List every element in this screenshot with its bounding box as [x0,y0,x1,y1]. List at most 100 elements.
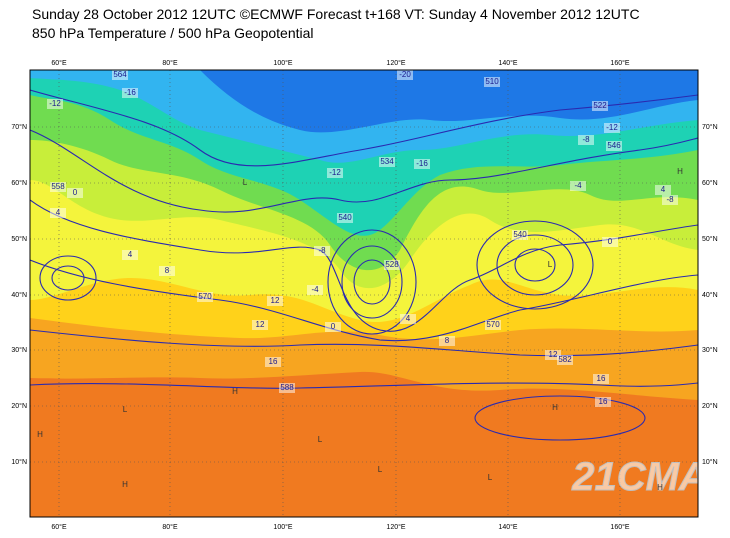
contour-label-bg [267,296,283,306]
lon-label: 80°E [162,59,178,67]
pressure-center: L [488,473,493,482]
lon-label: 100°E [273,523,292,531]
pressure-center: L [243,178,248,187]
lat-label: 70°N [702,123,718,131]
contour-label-bg [47,99,63,109]
contour-label: 558 [51,182,65,191]
contour-label-bg [484,77,500,87]
lat-label: 20°N [702,402,718,410]
contour-label-bg [327,168,343,178]
lat-label: 30°N [702,346,718,354]
contour-label: 4 [56,208,61,217]
contour-label-bg [265,357,281,367]
pressure-center: H [37,430,43,439]
contour-label-bg [252,320,268,330]
contour-label: -8 [666,195,674,204]
contour-label: 8 [445,336,450,345]
contour-label: 4 [128,250,133,259]
contour-label-bg [606,141,622,151]
contour-label-bg [400,314,416,324]
contour-label: 570 [198,292,212,301]
lat-label: 10°N [702,458,718,466]
lon-label: 140°E [498,523,517,531]
contour-label-bg [279,383,295,393]
contour-label: 12 [271,296,280,305]
contour-label: -12 [49,99,61,108]
contour-label-bg [595,397,611,407]
lat-label: 70°N [11,123,27,131]
lon-label: 140°E [498,59,517,67]
pressure-center: H [677,167,683,176]
lon-label: 100°E [273,59,292,67]
contour-label-bg [379,157,395,167]
pressure-center: L [378,465,383,474]
pressure-center: L [318,435,323,444]
lon-label: 160°E [610,59,629,67]
pressure-center: L [123,405,128,414]
lat-label: 40°N [11,291,27,299]
lon-label: 120°E [386,523,405,531]
contour-label-bg [593,374,609,384]
lon-label: 60°E [51,59,67,67]
contour-label: 528 [385,260,399,269]
contour-label-bg [325,322,341,332]
pressure-center: L [548,260,553,269]
pressure-center: H [122,480,128,489]
contour-label: 12 [549,350,558,359]
contour-label: -12 [606,123,618,132]
contour-label: -12 [329,168,341,177]
contour-label: 564 [113,70,127,79]
contour-label-bg [122,250,138,260]
contour-label: 582 [558,355,572,364]
contour-label: 588 [280,383,294,392]
contour-label: 16 [599,397,608,406]
contour-label: 12 [256,320,265,329]
pressure-center: H [552,403,558,412]
contour-label-bg [397,70,413,80]
lat-label: 50°N [702,235,718,243]
lat-label: 60°N [11,179,27,187]
lat-label: 10°N [11,458,27,466]
contour-label-bg [122,88,138,98]
pressure-center: H [232,387,238,396]
contour-label-bg [197,292,213,302]
contour-label: -4 [311,285,319,294]
contour-label-bg [545,350,561,360]
contour-label-bg [557,355,573,365]
contour-label-bg [337,213,353,223]
contour-label: 0 [331,322,336,331]
lat-label: 50°N [11,235,27,243]
contour-label: 510 [485,77,499,86]
contour-label: -8 [582,135,590,144]
lat-label: 30°N [11,346,27,354]
map-frame [29,69,699,518]
contour-label: 546 [607,141,621,150]
lon-label: 160°E [610,523,629,531]
contour-label-bg [570,181,586,191]
contour-label-bg [414,159,430,169]
contour-label-bg [307,285,323,295]
contour-label: -8 [318,246,326,255]
contour-label-bg [439,336,455,346]
lon-label: 80°E [162,523,178,531]
contour-label-bg [67,188,83,198]
lat-label: 40°N [702,291,718,299]
contour-label-bg [662,195,678,205]
contour-label-bg [512,230,528,240]
band-blue [200,70,698,133]
contour-label-bg [602,237,618,247]
contour-label: 4 [406,314,411,323]
lon-label: 60°E [51,523,67,531]
contour-label-bg [314,246,330,256]
contour-label: 16 [269,357,278,366]
map-field: 21CMA -20 564 -16 -12 510 522 -12 -8 546 534 -16 -1… [30,70,698,517]
contour-label: -16 [416,159,428,168]
title: Sunday 28 October 2012 12UTC ©ECMWF Fore… [32,6,640,22]
contour-label: -16 [124,88,136,97]
contour-label: -20 [399,70,411,79]
contour-label: 540 [338,213,352,222]
subtitle: 850 hPa Temperature / 500 hPa Geopotenti… [32,25,314,41]
contour-label: 16 [597,374,606,383]
contour-label-bg [159,266,175,276]
